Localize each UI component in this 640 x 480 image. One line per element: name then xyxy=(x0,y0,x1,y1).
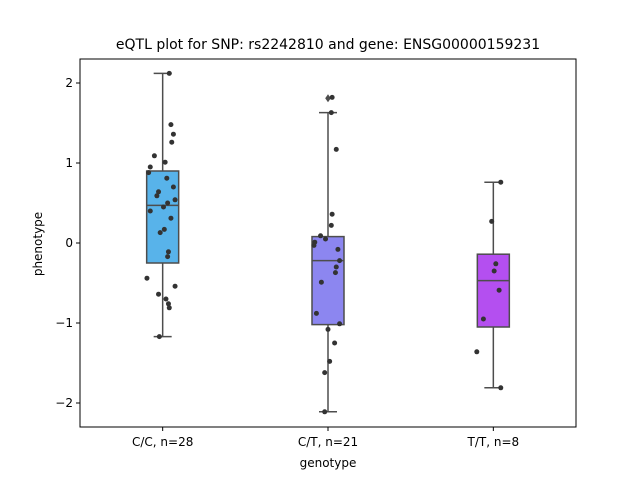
x-axis-label: genotype xyxy=(300,456,357,470)
data-point xyxy=(147,208,153,214)
x-tick-label: C/C, n=28 xyxy=(132,435,193,449)
data-point xyxy=(329,211,335,217)
box-group xyxy=(474,179,511,391)
data-point xyxy=(161,226,167,232)
data-point xyxy=(489,218,495,224)
data-point xyxy=(164,175,170,181)
data-point xyxy=(147,164,153,170)
data-point xyxy=(168,122,174,128)
data-point xyxy=(162,159,168,165)
data-point xyxy=(322,409,328,415)
data-point xyxy=(332,340,338,346)
data-point xyxy=(172,283,178,289)
data-point xyxy=(165,200,171,206)
data-point xyxy=(144,275,150,281)
data-point xyxy=(151,153,157,159)
y-axis-label: phenotype xyxy=(31,212,45,276)
box-group xyxy=(144,70,180,340)
data-point xyxy=(165,249,171,255)
x-tick-label: C/T, n=21 xyxy=(298,435,358,449)
plot-layer: C/C, n=28 C/T, n=21 T/T, n=8 −2 −1 0 1 2 xyxy=(55,58,577,449)
data-point xyxy=(165,301,171,307)
outlier-marker xyxy=(325,94,331,103)
data-point xyxy=(322,370,328,376)
x-tick-label: T/T, n=8 xyxy=(467,435,520,449)
data-point xyxy=(170,184,176,190)
y-tick-label: −2 xyxy=(55,396,73,410)
data-point xyxy=(332,270,338,276)
data-point xyxy=(480,316,486,322)
data-point xyxy=(333,146,339,152)
axes-frame xyxy=(79,58,577,428)
data-point xyxy=(327,358,333,364)
box-iqr xyxy=(476,253,511,328)
y-tick-label: 0 xyxy=(65,236,73,250)
data-point xyxy=(337,258,343,264)
data-point xyxy=(335,246,341,252)
data-point xyxy=(154,193,160,199)
data-point xyxy=(156,189,162,195)
box-group xyxy=(311,94,345,415)
y-tick-label: −1 xyxy=(55,316,73,330)
data-point xyxy=(328,110,334,116)
data-point xyxy=(323,236,329,242)
data-point xyxy=(493,261,499,267)
data-point xyxy=(498,179,504,185)
data-point xyxy=(160,204,166,210)
data-point xyxy=(157,230,163,236)
data-point xyxy=(156,291,162,297)
data-point xyxy=(474,349,480,355)
data-point xyxy=(318,279,324,285)
data-point xyxy=(328,222,334,228)
data-point xyxy=(318,233,324,239)
data-point xyxy=(172,197,178,203)
data-point xyxy=(168,215,174,221)
data-point xyxy=(325,326,331,332)
y-tick-label: 2 xyxy=(65,76,73,90)
data-point xyxy=(337,321,343,327)
data-point xyxy=(163,296,169,302)
data-point xyxy=(498,385,504,391)
data-point xyxy=(170,131,176,137)
data-point xyxy=(491,268,497,274)
data-point xyxy=(156,334,162,340)
data-point xyxy=(166,305,172,311)
data-point xyxy=(146,170,152,176)
data-point xyxy=(333,264,339,270)
y-tick-label: 1 xyxy=(65,156,73,170)
data-point xyxy=(313,310,319,316)
data-point xyxy=(311,242,317,248)
data-point xyxy=(165,254,171,260)
data-point xyxy=(169,139,175,145)
data-point xyxy=(329,94,335,100)
data-point xyxy=(166,70,172,76)
chart-title: eQTL plot for SNP: rs2242810 and gene: E… xyxy=(116,37,540,53)
data-point xyxy=(496,287,502,293)
